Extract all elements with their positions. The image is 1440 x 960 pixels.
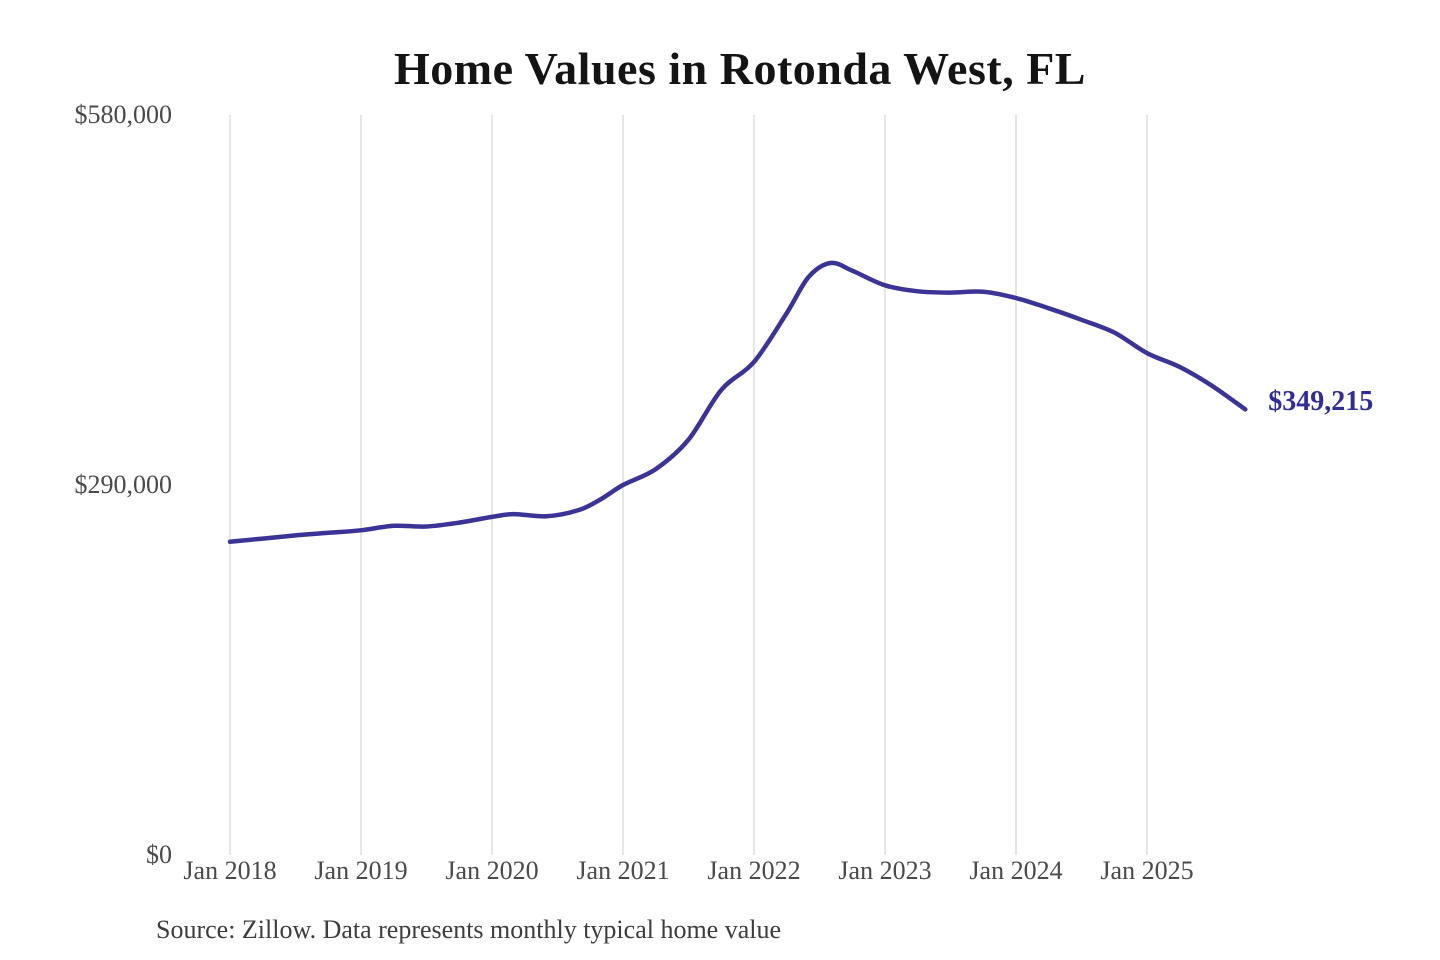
x-axis-tick-jan-2023: Jan 2023 xyxy=(838,856,932,885)
y-axis-tick-580000: $580,000 xyxy=(74,100,173,129)
y-axis-tick-0: $0 xyxy=(146,840,172,869)
gridlines xyxy=(229,115,1148,855)
home-value-line xyxy=(227,260,1248,545)
x-axis-tick-jan-2020: Jan 2020 xyxy=(445,856,539,885)
source-note: Source: Zillow. Data represents monthly … xyxy=(156,915,782,944)
x-axis-tick-jan-2025: Jan 2025 xyxy=(1100,856,1194,885)
x-axis-tick-jan-2019: Jan 2019 xyxy=(314,856,408,885)
latest-value-label: $349,215 xyxy=(1268,386,1374,418)
x-axis-tick-jan-2018: Jan 2018 xyxy=(183,856,277,885)
x-axis-tick-jan-2024: Jan 2024 xyxy=(969,856,1063,885)
chart-title: Home Values in Rotonda West, FL xyxy=(394,43,1086,94)
y-axis-tick-290000: $290,000 xyxy=(74,470,173,499)
x-axis-tick-jan-2021: Jan 2021 xyxy=(576,856,670,885)
x-axis-tick-jan-2022: Jan 2022 xyxy=(707,856,801,885)
